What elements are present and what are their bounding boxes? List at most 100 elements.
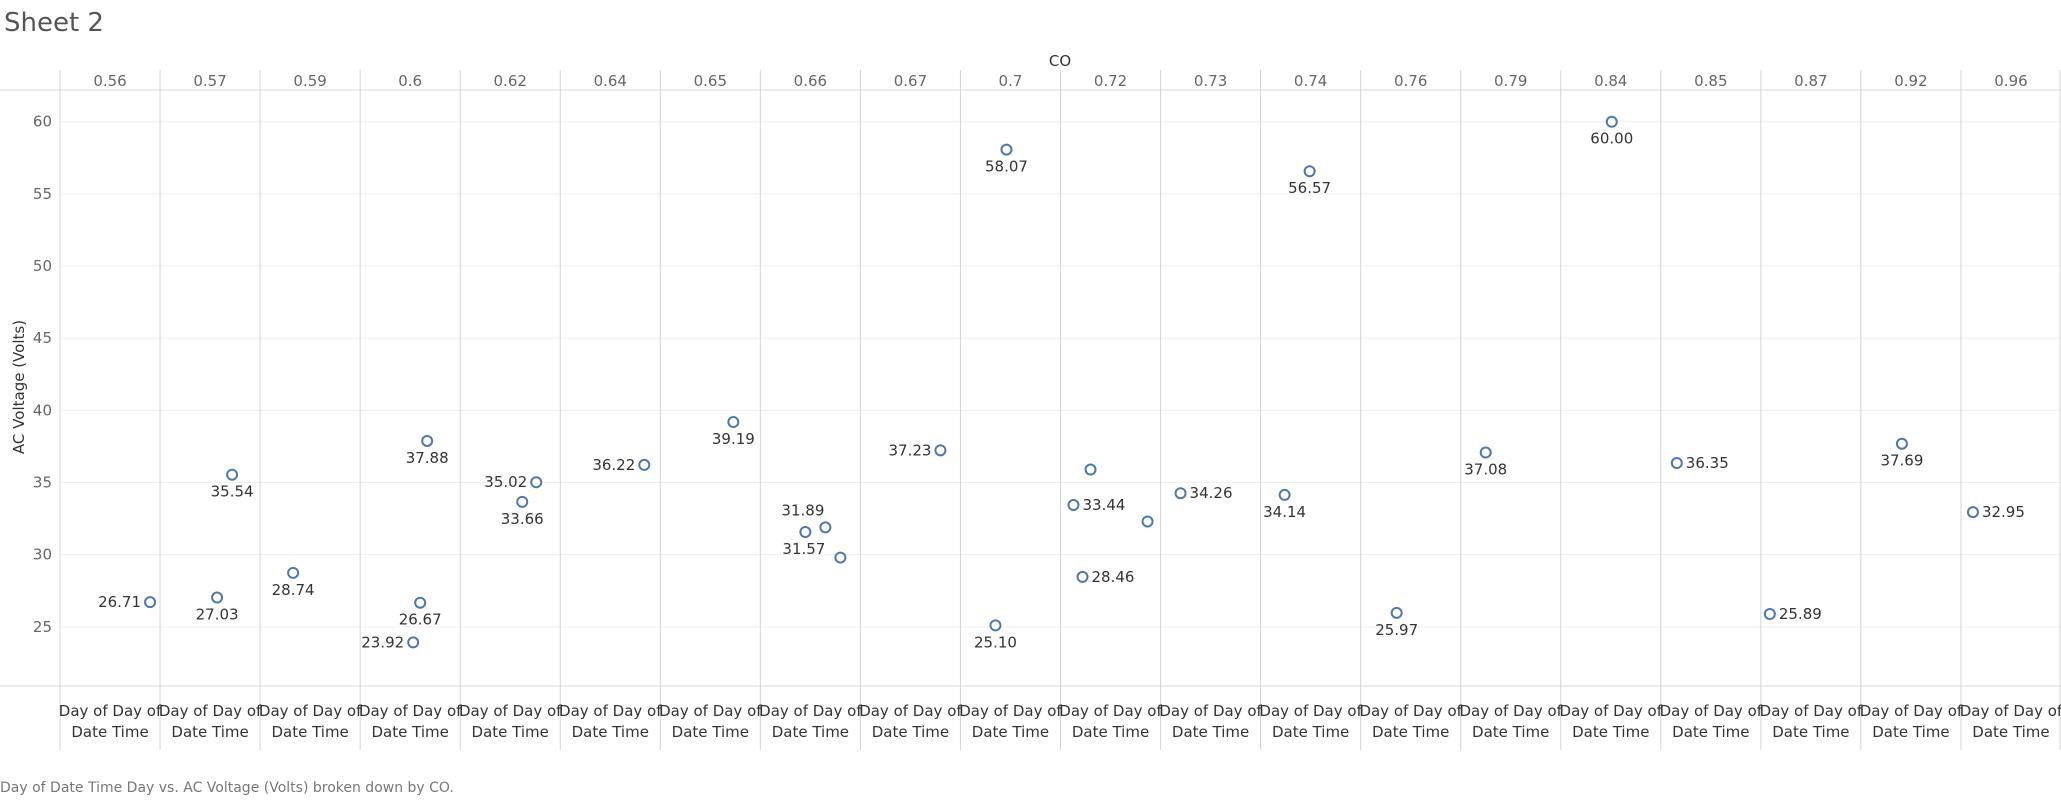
sheet-title: Sheet 2 xyxy=(4,8,104,38)
column-header-value: 0.84 xyxy=(1594,72,1627,90)
column-header-value: 0.92 xyxy=(1894,72,1927,90)
data-point xyxy=(226,468,239,481)
data-label: 60.00 xyxy=(1590,130,1633,148)
x-axis-label-line2: Date Time xyxy=(1372,723,1449,741)
x-axis-label-line1: Day of Day of xyxy=(659,702,762,720)
data-label: 56.57 xyxy=(1288,179,1331,197)
data-point xyxy=(1390,606,1403,619)
x-axis-label-line1: Day of Day of xyxy=(1159,702,1262,720)
data-point xyxy=(1479,446,1492,459)
data-label: 28.74 xyxy=(272,581,315,599)
x-axis-label-line2: Date Time xyxy=(972,723,1049,741)
x-axis-label-line1: Day of Day of xyxy=(1560,702,1663,720)
column-header-value: 0.57 xyxy=(193,72,226,90)
data-point xyxy=(1966,506,1979,519)
column-header-value: 0.87 xyxy=(1794,72,1827,90)
x-axis-label-line2: Date Time xyxy=(472,723,549,741)
column-header-value: 0.76 xyxy=(1394,72,1427,90)
data-point xyxy=(530,476,543,489)
x-axis-label-line2: Date Time xyxy=(171,723,248,741)
x-axis-label-line2: Date Time xyxy=(271,723,348,741)
data-point xyxy=(414,596,427,609)
x-axis-label-line2: Date Time xyxy=(1972,723,2049,741)
data-point xyxy=(1895,437,1908,450)
data-label: 37.23 xyxy=(888,441,931,459)
x-axis-label-line1: Day of Day of xyxy=(559,702,662,720)
y-tick-label: 30 xyxy=(33,546,52,564)
data-points xyxy=(144,115,1979,649)
data-point xyxy=(407,636,420,649)
column-header-value: 0.66 xyxy=(794,72,827,90)
data-point xyxy=(1278,488,1291,501)
data-label: 33.66 xyxy=(501,510,544,528)
x-axis-label-line1: Day of Day of xyxy=(1459,702,1562,720)
y-tick-label: 45 xyxy=(33,329,52,347)
data-point xyxy=(1076,570,1089,583)
data-label: 28.46 xyxy=(1092,568,1135,586)
data-point xyxy=(819,521,832,534)
data-point xyxy=(1174,487,1187,500)
column-header-value: 0.72 xyxy=(1094,72,1127,90)
x-axis-label-line2: Date Time xyxy=(772,723,849,741)
scatter-chart: CO 0.56 0.57 0.59 0.6 0.62 0.64 0.65 0.66 0.67 0.… xyxy=(0,52,2061,750)
data-point xyxy=(1067,499,1080,512)
data-label: 32.95 xyxy=(1982,503,2025,521)
column-header-value: 0.7 xyxy=(999,72,1023,90)
y-tick-label: 50 xyxy=(33,257,52,275)
data-label: 25.10 xyxy=(974,633,1017,651)
x-axis-label-line1: Day of Day of xyxy=(259,702,362,720)
data-point xyxy=(834,551,847,564)
x-axis-label-line2: Date Time xyxy=(372,723,449,741)
x-axis-label-line2: Date Time xyxy=(1272,723,1349,741)
x-axis-label-line1: Day of Day of xyxy=(1660,702,1763,720)
data-label: 35.02 xyxy=(484,473,527,491)
column-header-value: 0.62 xyxy=(494,72,527,90)
x-axis-label-line1: Day of Day of xyxy=(59,702,162,720)
x-axis-label-line1: Day of Day of xyxy=(1259,702,1362,720)
column-header-value: 0.96 xyxy=(1994,72,2027,90)
x-axis-label-line1: Day of Day of xyxy=(1860,702,1963,720)
column-header-value: 0.64 xyxy=(594,72,627,90)
data-point xyxy=(934,444,947,457)
data-point xyxy=(799,526,812,539)
x-axis-label-line2: Date Time xyxy=(672,723,749,741)
data-label: 36.35 xyxy=(1686,454,1729,472)
data-point xyxy=(727,416,740,429)
data-label: 36.22 xyxy=(592,456,635,474)
data-label: 34.26 xyxy=(1190,484,1233,502)
x-axis-label-line2: Date Time xyxy=(872,723,949,741)
x-axis-label-line2: Date Time xyxy=(1872,723,1949,741)
data-point xyxy=(421,434,434,447)
x-axis-label-line2: Date Time xyxy=(1772,723,1849,741)
data-point xyxy=(1670,457,1683,470)
data-point xyxy=(1763,607,1776,620)
y-axis-ticks: 25 30 35 40 45 50 55 60 xyxy=(33,113,52,636)
column-header-value: 0.74 xyxy=(1294,72,1327,90)
column-header-value: 0.65 xyxy=(694,72,727,90)
chart-caption: Day of Date Time Day vs. AC Voltage (Vol… xyxy=(0,780,454,796)
data-point xyxy=(1141,515,1154,528)
x-axis-label-line2: Date Time xyxy=(1672,723,1749,741)
data-label: 25.97 xyxy=(1375,621,1418,639)
data-label: 58.07 xyxy=(985,158,1028,176)
data-label: 31.89 xyxy=(781,501,824,519)
data-label: 39.19 xyxy=(712,430,755,448)
column-header-value: 0.85 xyxy=(1694,72,1727,90)
x-axis-label-line1: Day of Day of xyxy=(159,702,262,720)
x-axis-label-line1: Day of Day of xyxy=(759,702,862,720)
column-header-value: 0.59 xyxy=(293,72,326,90)
data-point xyxy=(1605,115,1618,128)
data-point xyxy=(144,596,157,609)
data-point xyxy=(989,619,1002,632)
data-label: 37.08 xyxy=(1464,461,1507,479)
x-axis-label-line1: Day of Day of xyxy=(1960,702,2061,720)
x-axis-label-line2: Date Time xyxy=(71,723,148,741)
data-label: 37.88 xyxy=(406,449,449,467)
data-label: 33.44 xyxy=(1083,496,1126,514)
data-point xyxy=(516,495,529,508)
y-tick-label: 55 xyxy=(33,185,52,203)
x-axis-label-line2: Date Time xyxy=(1572,723,1649,741)
x-axis-labels: Day of Day of Date Time Day of Day of Date … xyxy=(59,702,2061,741)
y-axis-title: AC Voltage (Volts) xyxy=(10,320,28,454)
data-point xyxy=(638,458,651,471)
